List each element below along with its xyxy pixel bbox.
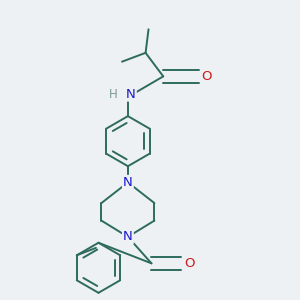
Text: N: N bbox=[123, 176, 133, 189]
Text: O: O bbox=[202, 70, 212, 83]
Text: H: H bbox=[109, 88, 118, 100]
Text: N: N bbox=[126, 88, 136, 100]
Text: N: N bbox=[123, 230, 133, 243]
Text: O: O bbox=[184, 257, 194, 270]
